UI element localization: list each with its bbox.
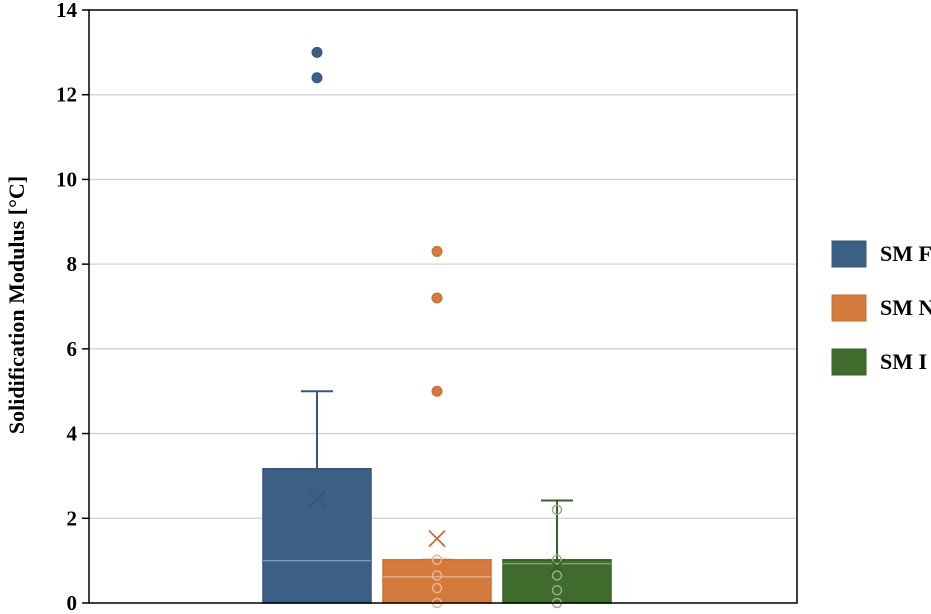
outlier-point	[311, 46, 323, 58]
y-tick-label: 0	[67, 591, 78, 614]
outlier-point	[431, 292, 443, 304]
legend-swatch	[831, 348, 867, 376]
y-tick-label: 2	[67, 506, 78, 530]
box-body	[382, 559, 492, 604]
outlier-point	[431, 245, 443, 257]
data-point	[431, 554, 443, 566]
mean-marker	[548, 558, 566, 576]
data-point	[551, 570, 563, 581]
y-tick-label: 14	[56, 0, 78, 22]
data-point	[431, 570, 443, 581]
legend-swatch	[831, 240, 867, 268]
data-point	[551, 585, 563, 596]
outlier-point	[431, 385, 443, 397]
y-tick-label: 4	[67, 422, 78, 446]
box-sm-f	[262, 46, 372, 604]
gridlines	[89, 94, 797, 519]
legend: SM F SM N SM I	[831, 240, 931, 376]
axes: 0 2 4 6 8 10 12 14	[56, 0, 798, 614]
plot-frame	[88, 9, 798, 604]
legend-label: SM F	[880, 241, 931, 266]
legend-label: SM I	[880, 349, 927, 374]
y-tick-label: 12	[56, 83, 77, 107]
data-point	[551, 554, 563, 566]
box-sm-i	[502, 499, 612, 609]
y-axis-title: Solidification Modulus [°C]	[4, 176, 29, 434]
outlier-point	[311, 72, 323, 84]
box-sm-n	[382, 245, 492, 609]
y-tick-label: 6	[67, 337, 78, 361]
mean-marker	[308, 490, 326, 508]
box-body	[262, 467, 372, 604]
data-point	[431, 582, 443, 594]
box-series	[262, 46, 612, 609]
y-tick-label: 10	[56, 167, 77, 191]
data-point	[551, 504, 563, 516]
y-tick-label: 8	[67, 252, 78, 276]
legend-label: SM N	[880, 295, 931, 320]
mean-marker	[428, 529, 446, 548]
legend-swatch	[831, 294, 867, 322]
